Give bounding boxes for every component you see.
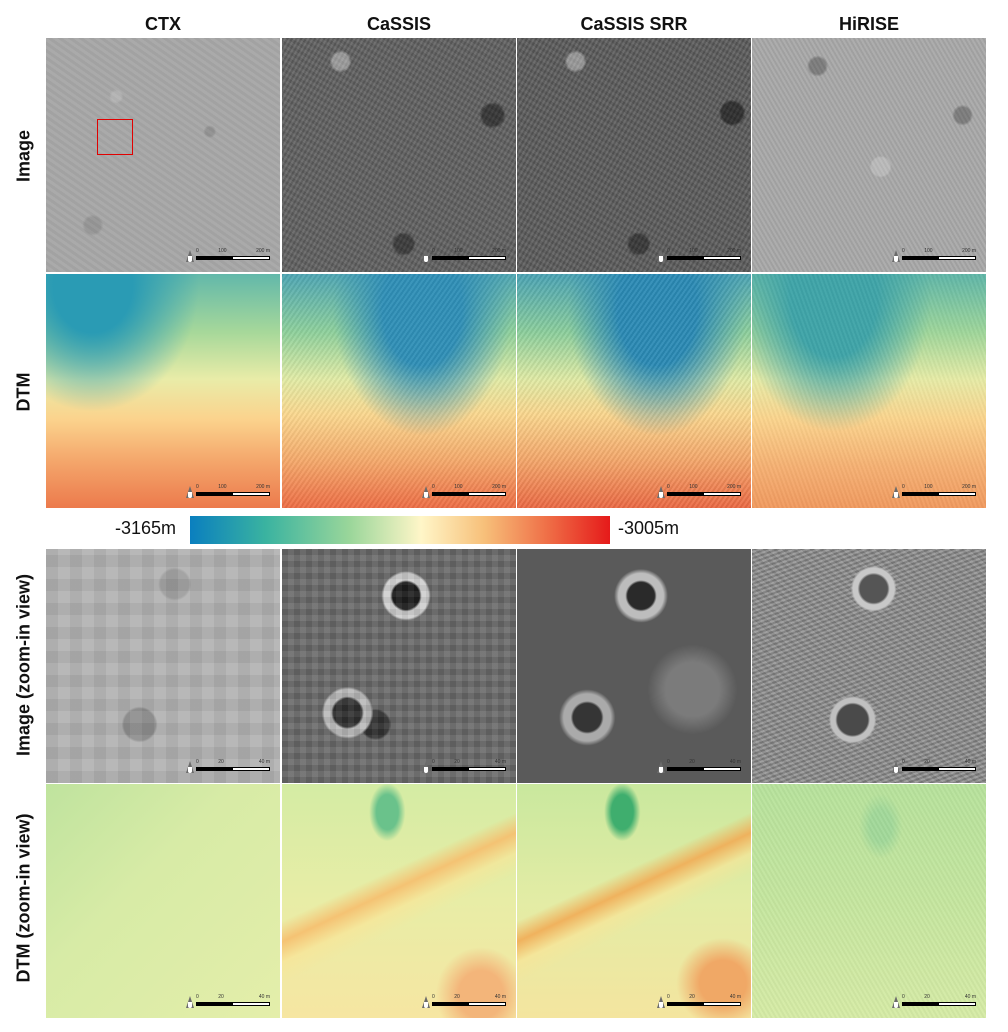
panel-cassis-dtm: 0 100 200 m xyxy=(282,274,516,508)
north-arrow-icon xyxy=(892,486,900,498)
column-title-ctx: CTX xyxy=(145,14,181,34)
scale-bar: 0 20 40 m xyxy=(186,759,270,777)
panel-cassis-srr-image-zoom: 0 20 40 m xyxy=(517,549,751,783)
panel-cassis-srr-image: 0 100 200 m xyxy=(517,38,751,272)
north-arrow-icon xyxy=(892,996,900,1008)
north-arrow-icon xyxy=(892,250,900,262)
scale-bar: 0 100 200 m xyxy=(186,484,270,502)
colorbar-min-label: -3165m xyxy=(115,518,177,538)
panel-cassis-image: 0 100 200 m xyxy=(282,38,516,272)
scale-bar: 0 100 200 m xyxy=(892,248,976,266)
colorbar-gradient xyxy=(190,516,610,544)
panel-ctx-image-zoom: 0 20 40 m xyxy=(46,549,280,783)
panel-ctx-image: 0 100 200 m xyxy=(46,38,280,272)
row-label-image: Image xyxy=(13,129,34,183)
north-arrow-icon xyxy=(657,486,665,498)
panel-hirise-dtm-zoom: 0 20 40 m xyxy=(752,784,986,1018)
north-arrow-icon xyxy=(657,761,665,773)
scale-bar: 0 100 200 m xyxy=(892,484,976,502)
scale-bar: 0 100 200 m xyxy=(422,484,506,502)
column-title-cassis: CaSSIS xyxy=(366,14,432,34)
scale-bar: 0 100 200 m xyxy=(186,248,270,266)
scale-bar: 0 20 40 m xyxy=(657,759,741,777)
panel-hirise-image: 0 100 200 m xyxy=(752,38,986,272)
colorbar-max-label: -3005m xyxy=(618,518,680,538)
north-arrow-icon xyxy=(892,761,900,773)
scale-bar: 0 20 40 m xyxy=(186,994,270,1012)
scale-bar: 0 20 40 m xyxy=(892,759,976,777)
north-arrow-icon xyxy=(657,250,665,262)
scale-bar: 0 100 200 m xyxy=(657,484,741,502)
panel-ctx-dtm-zoom: 0 20 40 m xyxy=(46,784,280,1018)
panel-cassis-dtm-zoom: 0 20 40 m xyxy=(282,784,516,1018)
north-arrow-icon xyxy=(186,996,194,1008)
colorbar: -3165m -3005m xyxy=(0,514,1008,544)
panel-hirise-image-zoom: 0 20 40 m xyxy=(752,549,986,783)
north-arrow-icon xyxy=(422,486,430,498)
panel-hirise-dtm: 0 100 200 m xyxy=(752,274,986,508)
panel-cassis-image-zoom: 0 20 40 m xyxy=(282,549,516,783)
north-arrow-icon xyxy=(422,996,430,1008)
north-arrow-icon xyxy=(186,761,194,773)
column-title-hirise: HiRISE xyxy=(838,14,899,34)
north-arrow-icon xyxy=(657,996,665,1008)
zoom-region-marker xyxy=(97,119,133,155)
north-arrow-icon xyxy=(186,250,194,262)
scale-bar: 0 100 200 m xyxy=(422,248,506,266)
scale-bar: 0 20 40 m xyxy=(422,759,506,777)
row-label-dtm: DTM xyxy=(13,372,34,412)
scale-bar: 0 20 40 m xyxy=(892,994,976,1012)
panel-ctx-dtm: 0 100 200 m xyxy=(46,274,280,508)
north-arrow-icon xyxy=(422,250,430,262)
row-label-dtm-zoom: DTM (zoom-in view) xyxy=(13,813,34,983)
row-label-image-zoom: Image (zoom-in view) xyxy=(13,573,34,757)
scale-bar: 0 20 40 m xyxy=(657,994,741,1012)
north-arrow-icon xyxy=(422,761,430,773)
north-arrow-icon xyxy=(186,486,194,498)
column-title-cassis-srr: CaSSIS SRR xyxy=(580,14,688,34)
scale-bar: 0 100 200 m xyxy=(657,248,741,266)
panel-cassis-srr-dtm: 0 100 200 m xyxy=(517,274,751,508)
scale-bar: 0 20 40 m xyxy=(422,994,506,1012)
panel-cassis-srr-dtm-zoom: 0 20 40 m xyxy=(517,784,751,1018)
